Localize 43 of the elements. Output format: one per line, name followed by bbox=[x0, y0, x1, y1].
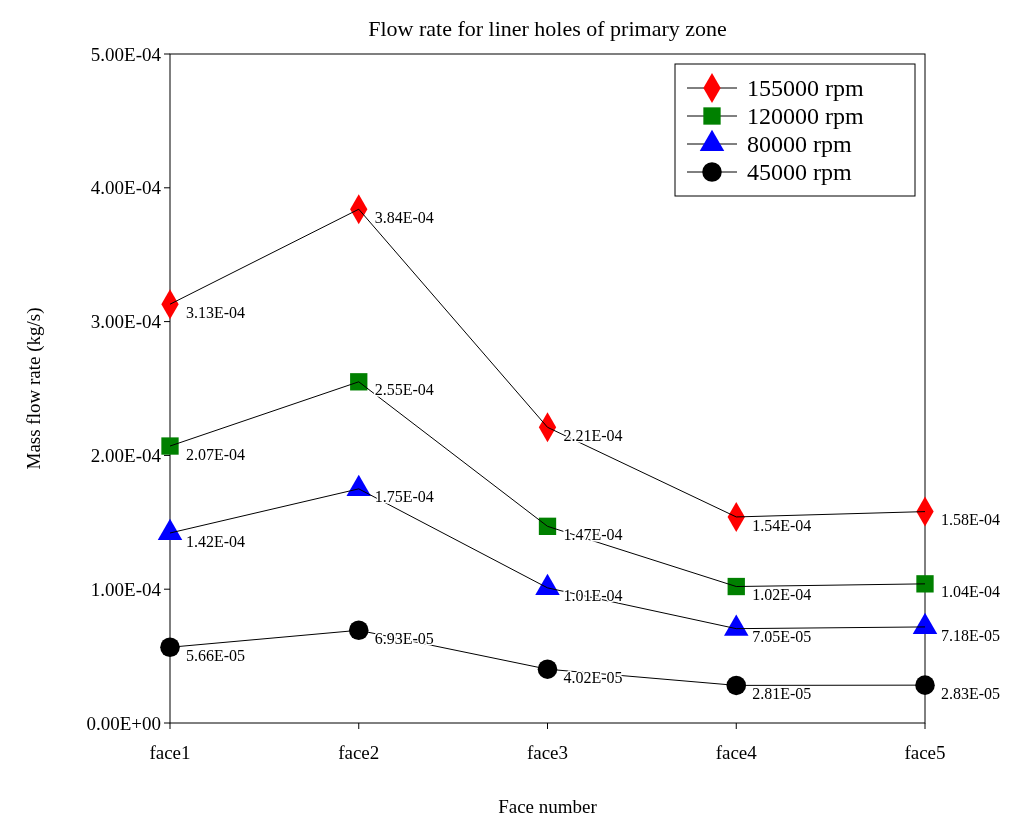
data-label: 2.55E-04 bbox=[374, 381, 434, 399]
x-tick-label: face3 bbox=[526, 742, 569, 763]
chart-title: Flow rate for liner holes of primary zone bbox=[368, 16, 727, 41]
data-label: 1.47E-04 bbox=[563, 525, 623, 543]
legend-label: 80000 rpm bbox=[747, 131, 852, 158]
data-label: 7.18E-05 bbox=[941, 626, 1001, 644]
x-tick-label: face1 bbox=[149, 742, 191, 763]
y-tick-label: 5.00E-04 bbox=[90, 43, 162, 65]
point bbox=[916, 575, 934, 593]
point bbox=[726, 675, 747, 696]
data-label: 2.83E-05 bbox=[941, 684, 1001, 702]
point bbox=[160, 637, 180, 658]
x-tick-label: face4 bbox=[715, 742, 758, 763]
x-tick-label: face2 bbox=[338, 742, 380, 763]
x-axis-title: Face number bbox=[498, 796, 598, 817]
data-label: 1.04E-04 bbox=[941, 583, 1001, 601]
y-tick-label: 4.00E-04 bbox=[90, 177, 162, 199]
data-label: 5.66E-05 bbox=[186, 646, 246, 664]
data-label: 1.75E-04 bbox=[374, 488, 434, 506]
point bbox=[161, 437, 179, 455]
data-label: 1.42E-04 bbox=[186, 532, 246, 550]
data-label: 7.05E-05 bbox=[752, 628, 812, 646]
y-tick-label: 1.00E-04 bbox=[90, 578, 162, 600]
y-tick-label: 3.00E-04 bbox=[90, 311, 162, 333]
y-axis-title: Mass flow rate (kg/s) bbox=[23, 307, 45, 470]
data-label: 3.13E-04 bbox=[186, 303, 246, 321]
data-label: 2.21E-04 bbox=[563, 426, 623, 444]
data-label: 3.84E-04 bbox=[374, 208, 434, 226]
point bbox=[727, 577, 745, 596]
legend-label: 45000 rpm bbox=[747, 159, 852, 186]
y-tick-label: 2.00E-04 bbox=[90, 445, 162, 467]
data-label: 1.54E-04 bbox=[752, 516, 812, 534]
point bbox=[537, 659, 558, 679]
data-label: 2.81E-05 bbox=[752, 685, 812, 702]
legend-label: 155000 rpm bbox=[747, 75, 864, 102]
legend-label: 120000 rpm bbox=[747, 103, 864, 130]
data-label: 2.07E-04 bbox=[186, 445, 246, 463]
x-tick-label: face5 bbox=[904, 742, 946, 763]
data-label: 1.58E-04 bbox=[941, 511, 1001, 529]
data-label: 4.02E-05 bbox=[563, 668, 623, 686]
data-label: 1.02E-04 bbox=[752, 586, 812, 604]
y-tick-label: 0.00E+00 bbox=[86, 712, 161, 734]
point bbox=[915, 675, 935, 695]
